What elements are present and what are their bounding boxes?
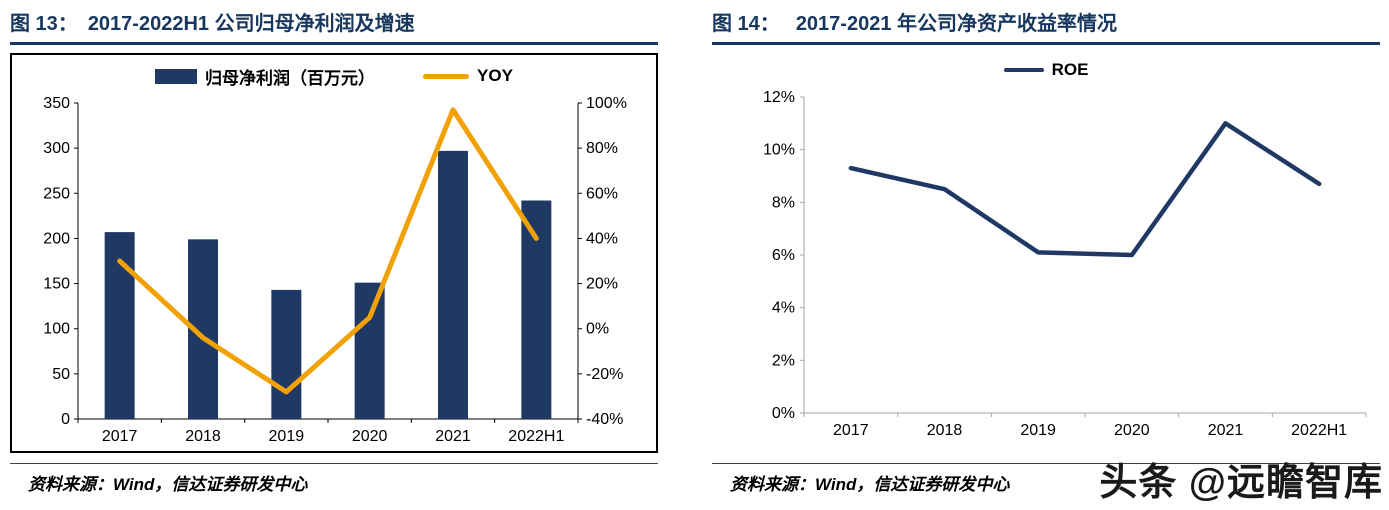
svg-text:2019: 2019 (269, 428, 305, 445)
figure-13-heading: 2017-2022H1 公司归母净利润及增速 (87, 13, 415, 35)
svg-text:4%: 4% (772, 300, 795, 317)
svg-text:6%: 6% (772, 247, 795, 264)
svg-text:0: 0 (61, 411, 70, 428)
roe-line-chart: 0% 2% 4% 6% 8% 10% 12% 2017 2018 2019 2020 2021 2022… (763, 89, 1367, 439)
svg-text:250: 250 (43, 185, 70, 202)
svg-text:350: 350 (43, 95, 70, 112)
svg-text:2018: 2018 (927, 422, 963, 439)
svg-text:0%: 0% (586, 321, 609, 338)
figure-14-source-divider (712, 463, 1380, 464)
svg-text:60%: 60% (586, 185, 618, 202)
svg-text:80%: 80% (586, 140, 618, 157)
svg-text:100: 100 (43, 321, 70, 338)
svg-text:2019: 2019 (1020, 422, 1056, 439)
figure-13-source-divider (10, 463, 658, 464)
line-swatch-icon (1003, 68, 1044, 72)
bar-swatch-icon (155, 68, 198, 84)
svg-text:0%: 0% (772, 405, 795, 422)
figure-14-heading: 2017-2021 年公司净资产收益率情况 (795, 13, 1118, 35)
svg-text:2021: 2021 (435, 428, 471, 445)
svg-text:8%: 8% (772, 194, 795, 211)
svg-text:2022H1: 2022H1 (1291, 422, 1347, 439)
figure-13-title-underline (10, 42, 658, 45)
figure-13-title: 图 13： 2017-2022H1 公司归母净利润及增速 (10, 8, 658, 40)
legend-item-net-profit: 归母净利润（百万元） (155, 64, 375, 89)
svg-text:20%: 20% (586, 276, 618, 293)
svg-text:100%: 100% (586, 95, 627, 112)
svg-text:10%: 10% (763, 142, 795, 159)
legend-label-roe: ROE (1051, 60, 1089, 79)
watermark: 头条 @远瞻智库 (1099, 462, 1383, 504)
svg-text:200: 200 (43, 230, 70, 247)
line-swatch-icon (423, 73, 470, 79)
figure-13-source: 资料来源：Wind，信达证券研发中心 (28, 475, 308, 494)
figure-14-title-underline (712, 42, 1380, 45)
svg-text:2021: 2021 (1208, 422, 1244, 439)
svg-text:-40%: -40% (586, 411, 623, 428)
svg-text:2%: 2% (772, 352, 795, 369)
net-profit-bar-line-chart: 0 50 100 150 200 250 300 350 -40% -20% 0% 20% 40% 60%… (43, 95, 627, 445)
figure-13-legend: 归母净利润（百万元） YOY (12, 59, 656, 93)
figure-13-number: 图 13： (10, 13, 78, 35)
svg-text:2017: 2017 (833, 422, 869, 439)
figure-14-panel: 图 14： 2017-2021 年公司净资产收益率情况 ROE 0% 2% 4% 6%… (712, 8, 1380, 495)
figure-13-panel: 图 13： 2017-2022H1 公司归母净利润及增速 归母净利润（百万元） … (10, 8, 658, 495)
legend-item-roe: ROE (1003, 60, 1089, 80)
legend-label-yoy: YOY (477, 66, 513, 85)
legend-item-yoy: YOY (423, 66, 513, 86)
figure-14-legend: ROE (712, 53, 1380, 87)
figure-14-number: 图 14： (712, 13, 780, 35)
svg-text:300: 300 (43, 140, 70, 157)
roe-chart-frame: ROE 0% 2% 4% 6% 8% 10% 12% 2017 2018 2019 2020 2021… (712, 53, 1380, 453)
svg-text:12%: 12% (763, 89, 795, 106)
figure-14-source: 资料来源：Wind，信达证券研发中心 (730, 475, 1010, 494)
legend-label-net-profit: 归母净利润（百万元） (205, 68, 376, 88)
svg-text:40%: 40% (586, 230, 618, 247)
svg-text:-20%: -20% (586, 366, 623, 383)
svg-text:2018: 2018 (185, 428, 221, 445)
svg-text:2020: 2020 (1114, 422, 1150, 439)
svg-text:50: 50 (52, 366, 70, 383)
net-profit-chart-frame: 归母净利润（百万元） YOY 0 50 100 150 200 250 300 350 -40%… (10, 53, 658, 453)
svg-text:150: 150 (43, 276, 70, 293)
figure-14-title: 图 14： 2017-2021 年公司净资产收益率情况 (712, 8, 1380, 40)
svg-text:2017: 2017 (102, 428, 138, 445)
svg-text:2020: 2020 (352, 428, 388, 445)
svg-text:2022H1: 2022H1 (508, 428, 564, 445)
